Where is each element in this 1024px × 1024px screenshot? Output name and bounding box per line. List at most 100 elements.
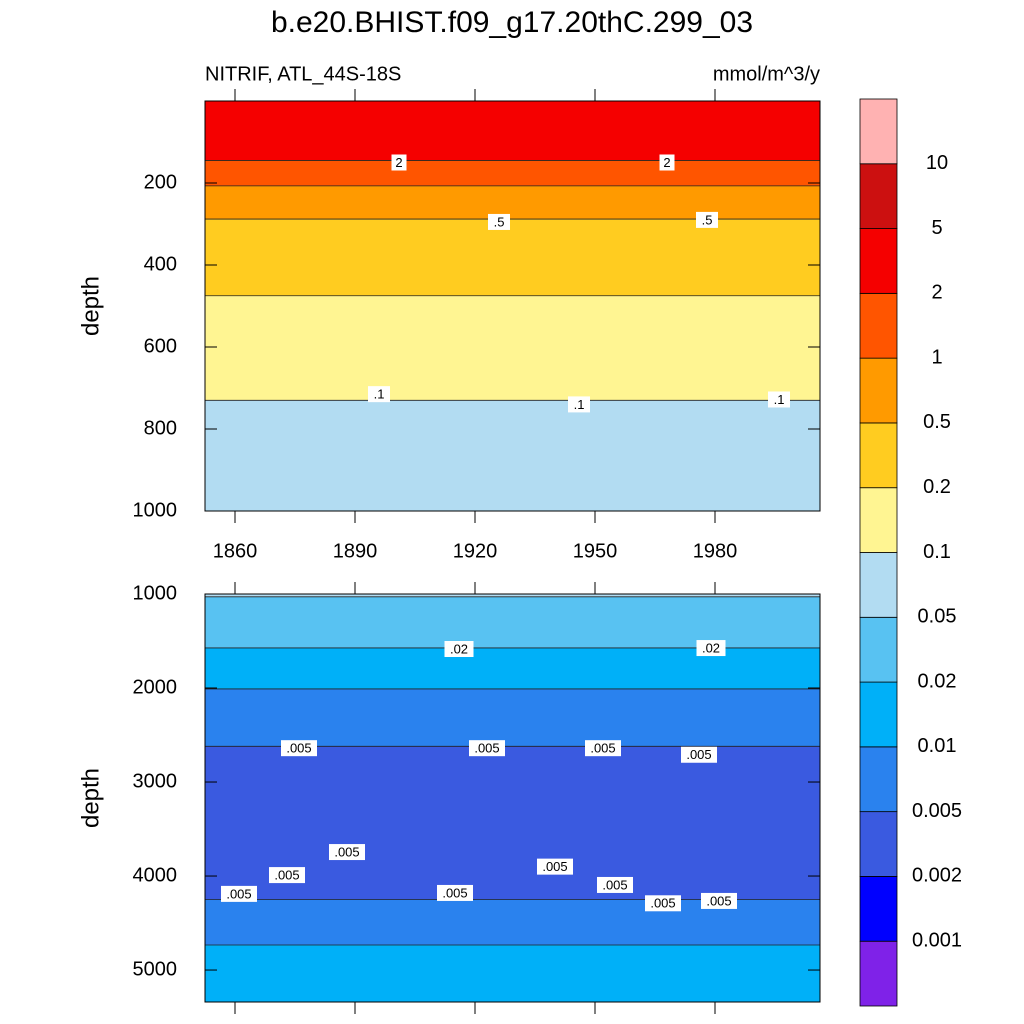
colorbar-label: 0.2 bbox=[923, 476, 951, 498]
y-tick-label: 1000 bbox=[133, 499, 178, 521]
colorbar-box bbox=[859, 811, 898, 877]
contour-label: .1 bbox=[774, 392, 785, 407]
contour-label: .1 bbox=[574, 397, 585, 412]
colorbar-box bbox=[859, 876, 898, 942]
colorbar-box bbox=[859, 487, 898, 553]
contour-label: .005 bbox=[474, 741, 499, 756]
contour-label-box bbox=[701, 892, 737, 909]
contour-label: .005 bbox=[686, 747, 711, 762]
colorbar-label: 0.001 bbox=[912, 929, 962, 951]
colorbar-box bbox=[859, 98, 898, 165]
contour-label-box bbox=[444, 640, 474, 657]
contour-label-box bbox=[768, 391, 790, 408]
contour-label: .005 bbox=[226, 886, 251, 901]
x-tick-label: 1950 bbox=[573, 540, 618, 562]
right-subtitle: mmol/m^3/y bbox=[713, 63, 820, 85]
contour-label: .005 bbox=[602, 877, 627, 892]
colorbar-label: 0.002 bbox=[912, 865, 962, 887]
plot-frame bbox=[204, 100, 821, 512]
contour-band bbox=[205, 596, 820, 648]
contour-label: .02 bbox=[702, 640, 720, 655]
colorbar-box bbox=[859, 292, 898, 359]
contour-band bbox=[205, 160, 820, 186]
contour-label: .5 bbox=[702, 212, 713, 227]
colorbar-box bbox=[859, 746, 898, 813]
colorbar-box bbox=[859, 357, 898, 424]
contour-label: .5 bbox=[494, 214, 505, 229]
figure-title: b.e20.BHIST.f09_g17.20thC.299_03 bbox=[271, 6, 753, 39]
x-tick-label: 1890 bbox=[333, 540, 378, 562]
colorbar-label: 0.05 bbox=[918, 606, 957, 628]
contour-label: .005 bbox=[286, 741, 311, 756]
colorbar-box bbox=[859, 940, 898, 1007]
y-tick-label: 200 bbox=[144, 171, 177, 193]
contour-band bbox=[205, 594, 820, 597]
contour-label-box bbox=[681, 746, 717, 763]
contour-band bbox=[205, 219, 820, 296]
contour-label-box bbox=[391, 154, 407, 171]
contour-label-box bbox=[696, 640, 726, 657]
contour-label-box bbox=[696, 211, 718, 228]
colorbar-label: 5 bbox=[931, 217, 942, 239]
contour-label: .02 bbox=[450, 641, 468, 656]
colorbar-box bbox=[859, 616, 898, 683]
contour-label: .005 bbox=[442, 885, 467, 900]
contour-label-box bbox=[281, 740, 317, 757]
contour-label-box bbox=[221, 885, 257, 902]
y-axis-label: depth bbox=[77, 276, 104, 336]
contour-band bbox=[205, 945, 820, 1002]
contour-label: .005 bbox=[706, 893, 731, 908]
colorbar-box bbox=[859, 228, 898, 294]
contour-label: .005 bbox=[334, 844, 359, 859]
contour-label-box bbox=[659, 154, 675, 171]
contour-label-box bbox=[469, 740, 505, 757]
colorbar-box bbox=[859, 552, 898, 618]
colorbar-label: 0.1 bbox=[923, 541, 951, 563]
contour-label: .005 bbox=[590, 741, 615, 756]
contour-band bbox=[205, 688, 820, 747]
x-tick-label: 1860 bbox=[213, 540, 258, 562]
contour-label-box bbox=[488, 213, 510, 230]
contour-label: 2 bbox=[663, 155, 670, 170]
contour-label: .005 bbox=[542, 859, 567, 874]
colorbar-box bbox=[859, 422, 898, 489]
contour-label: .1 bbox=[374, 387, 385, 402]
contour-band bbox=[205, 101, 820, 161]
left-subtitle: NITRIF, ATL_44S-18S bbox=[205, 63, 401, 85]
plot-frame bbox=[204, 593, 821, 1003]
contour-label-box bbox=[537, 858, 573, 875]
contour-label-box bbox=[597, 876, 633, 893]
y-tick-label: 800 bbox=[144, 417, 177, 439]
y-tick-label: 3000 bbox=[133, 770, 178, 792]
contour-label-box bbox=[645, 895, 681, 912]
y-tick-label: 4000 bbox=[133, 864, 178, 886]
colorbar-label: 0.5 bbox=[923, 411, 951, 433]
colorbar-label: 0.02 bbox=[918, 670, 957, 692]
colorbar-label: 1 bbox=[931, 346, 942, 368]
contour-label-box bbox=[585, 740, 621, 757]
y-tick-label: 1000 bbox=[133, 582, 178, 604]
contour-label-box bbox=[568, 396, 590, 413]
contour-label-box bbox=[437, 884, 473, 901]
contour-label-box bbox=[329, 844, 365, 861]
y-tick-label: 600 bbox=[144, 335, 177, 357]
x-tick-label: 1980 bbox=[693, 540, 738, 562]
colorbar-box bbox=[859, 681, 898, 748]
y-tick-label: 400 bbox=[144, 253, 177, 275]
colorbar-label: 2 bbox=[931, 282, 942, 304]
colorbar-label: 0.01 bbox=[918, 735, 957, 757]
y-tick-label: 2000 bbox=[133, 676, 178, 698]
contour-label: .005 bbox=[650, 896, 675, 911]
colorbar-label: 10 bbox=[926, 152, 948, 174]
contour-band bbox=[205, 400, 820, 511]
colorbar-label: 0.005 bbox=[912, 800, 962, 822]
contour-band bbox=[205, 746, 820, 900]
contour-band bbox=[205, 185, 820, 220]
contour-band bbox=[205, 295, 820, 401]
colorbar-box bbox=[859, 163, 898, 229]
contour-label: .005 bbox=[274, 868, 299, 883]
contour-label: 2 bbox=[395, 155, 402, 170]
contour-label-box bbox=[269, 867, 305, 884]
contour-band bbox=[205, 647, 820, 689]
